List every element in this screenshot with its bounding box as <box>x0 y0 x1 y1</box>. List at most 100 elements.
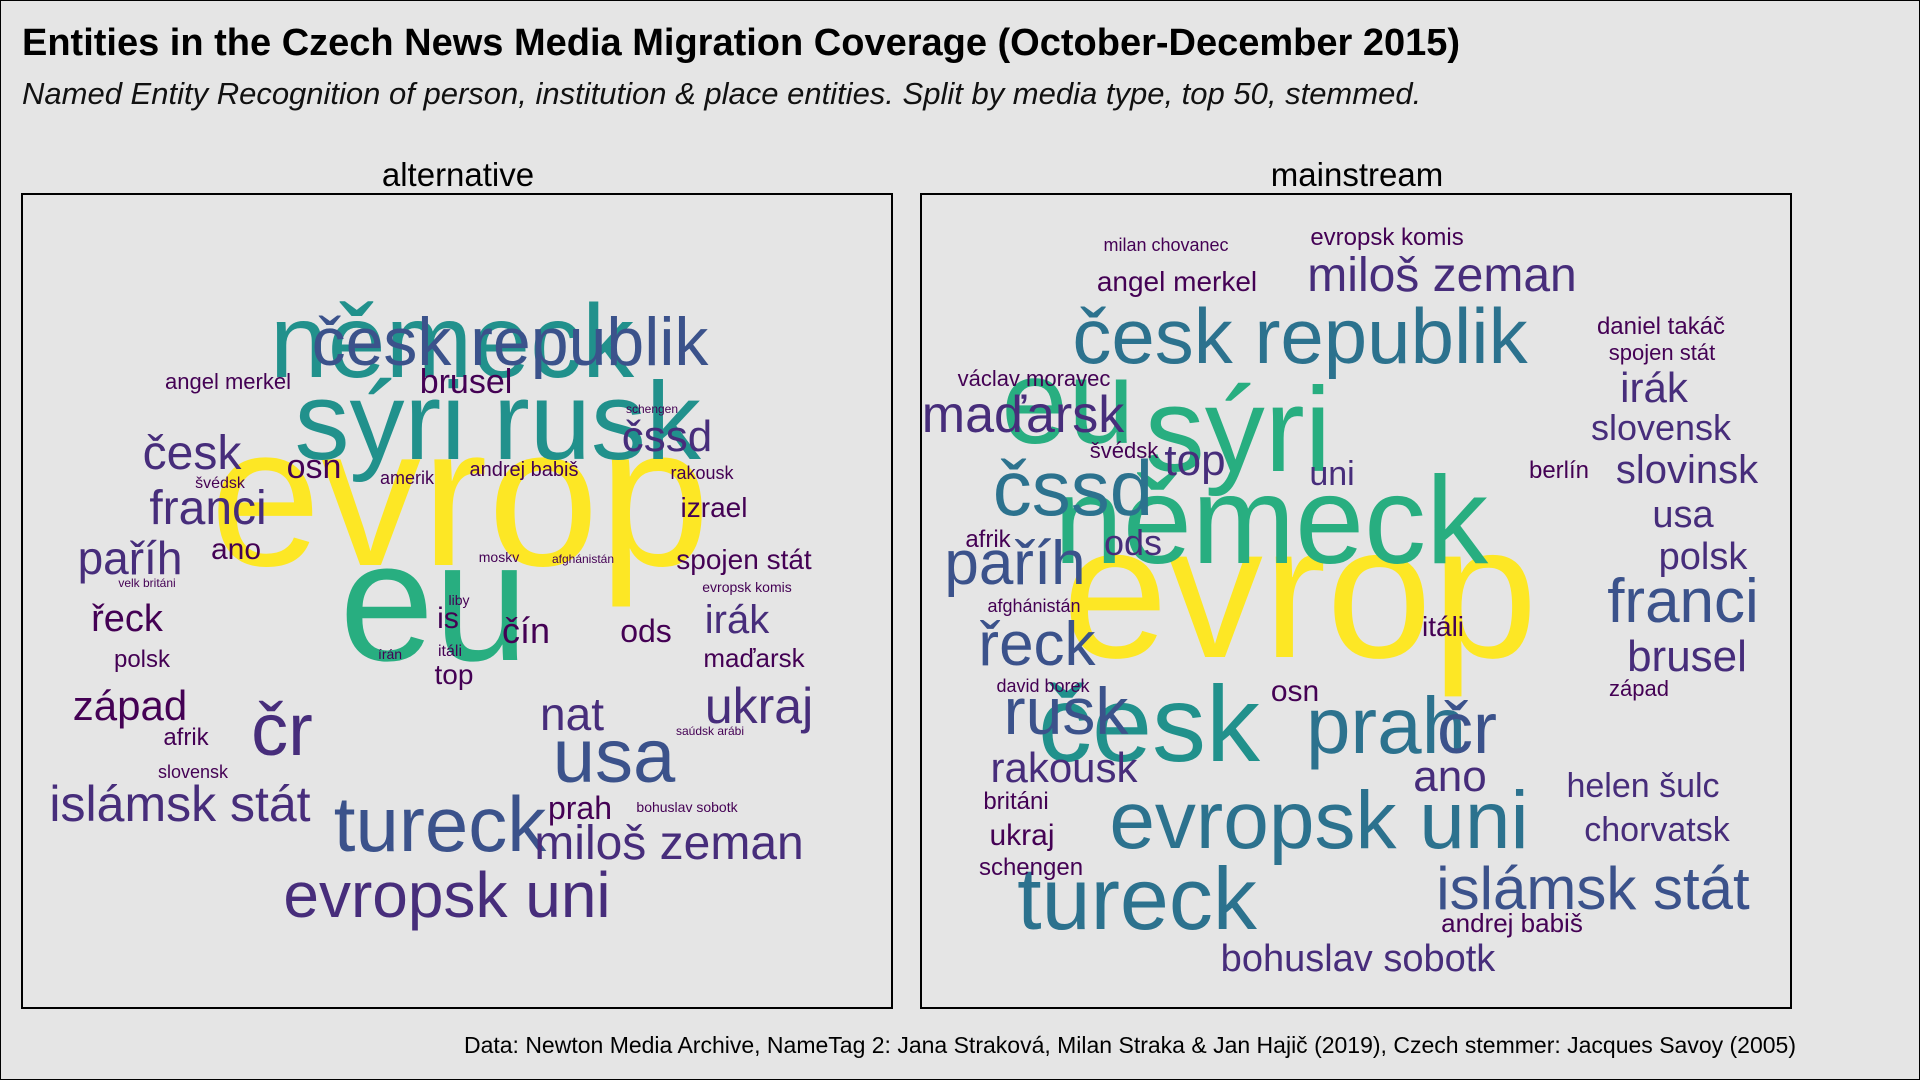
wordcloud-word: amerik <box>379 468 435 488</box>
wordcloud-word: chorvatsk <box>1584 811 1730 849</box>
wordcloud-word: paříh <box>77 532 183 584</box>
wordcloud-word: německ <box>269 284 635 400</box>
wordcloud-word: nat <box>540 688 604 740</box>
wordcloud-word: eu <box>339 507 529 697</box>
wordcloud-word: slovensk <box>1590 407 1732 448</box>
wordcloud-word: moskv <box>478 549 520 565</box>
wordcloud-word: angel merkel <box>1096 266 1258 297</box>
wordcloud-word: polsk <box>113 646 171 673</box>
facet-label-mainstream: mainstream <box>1270 156 1444 193</box>
wordcloud-word: václav moravec <box>957 366 1111 391</box>
wordcloud-word: irák <box>704 598 770 642</box>
wordcloud-word: franci <box>149 482 267 535</box>
wordcloud-word: evrop <box>209 385 711 608</box>
wordcloud-word: velk británi <box>118 576 176 590</box>
wordcloud-word: spojen stát <box>676 544 812 575</box>
wordcloud-word: andrej babiš <box>469 459 579 481</box>
wordcloud-word: čssd <box>992 444 1154 532</box>
wordcloud-word: izrael <box>680 492 748 523</box>
wordcloud-word: sýri <box>294 360 466 483</box>
wordcloud-word: česk <box>142 427 242 480</box>
wordcloud-word: evropsk komis <box>702 579 792 595</box>
wordcloud-word: liby <box>448 592 470 608</box>
chart-title: Entities in the Czech News Media Migrati… <box>22 22 1461 64</box>
wordcloud-word: ukraj <box>989 819 1055 852</box>
wordcloud-word: ods <box>620 613 672 649</box>
wordcloud-word: andrej babiš <box>1441 908 1583 938</box>
wordcloud-word: ods <box>1103 522 1163 563</box>
wordcloud-word: ano <box>210 533 262 566</box>
wordcloud-word: afghánistán <box>551 552 615 566</box>
wordcloud-word: bohuslav sobotk <box>1220 938 1496 980</box>
wordcloud-word: čssd <box>621 412 713 461</box>
wordcloud-word: švédsk <box>195 475 245 492</box>
wordcloud-word: prah <box>1305 681 1467 770</box>
wordcloud-word: írán <box>377 646 403 662</box>
wordcloud-word: tureck <box>1017 849 1257 948</box>
wordcloud-word: čín <box>501 610 551 651</box>
wordcloud-panel-mainstream: evrop eu sýri německ česk evropsk uni tureck če… <box>920 193 1792 1009</box>
wordcloud-word: irák <box>1620 364 1688 411</box>
wordcloud-word: tureck <box>333 780 547 868</box>
wordcloud-word: miloš zeman <box>534 817 804 870</box>
wordcloud-word: rakousk <box>990 744 1138 791</box>
wordcloud-word: rakousk <box>670 463 734 483</box>
wordcloud-word: helen šulc <box>1566 767 1720 805</box>
wordcloud-word: ukraj <box>704 678 814 734</box>
wordcloud-word: evrop <box>1062 486 1538 698</box>
wordcloud-word: afrik <box>163 724 209 751</box>
chart-caption: Data: Newton Media Archive, NameTag 2: J… <box>463 1032 1796 1058</box>
wordcloud-word: prah <box>547 790 613 826</box>
wordcloud-word: británi <box>983 788 1049 815</box>
wordcloud-word: maďarsk <box>921 386 1125 444</box>
wordcloud-word: evropsk uni <box>283 859 611 931</box>
wordcloud-word: česk <box>1037 663 1261 784</box>
wordcloud-word: slovensk <box>157 762 229 782</box>
wordcloud-word: islámsk stát <box>49 776 311 832</box>
wordcloud-word: bohuslav sobotk <box>636 799 738 815</box>
wordcloud-word: evropsk komis <box>1310 224 1464 251</box>
wordcloud-word: eu <box>1001 335 1135 469</box>
wordcloud-word: česk republik <box>311 304 709 380</box>
chart-subtitle: Named Entity Recognition of person, inst… <box>22 76 1422 111</box>
wordcloud-word: usa <box>1652 494 1714 536</box>
wordcloud-word: brusel <box>1627 632 1747 681</box>
wordcloud-word: švédsk <box>1089 438 1159 463</box>
wordcloud-word: řeck <box>91 598 163 640</box>
wordcloud-word: top <box>1164 436 1226 485</box>
wordcloud-word: miloš zeman <box>1307 249 1577 302</box>
wordcloud-word: evropsk uni <box>1109 775 1529 866</box>
wordcloud-word: osn <box>286 448 342 486</box>
wordcloud-word: rusk <box>1003 674 1129 748</box>
wordcloud-word: čr <box>251 688 313 771</box>
wordcloud-word: itáli <box>1421 611 1465 642</box>
wordcloud-word: angel merkel <box>165 369 291 394</box>
wordcloud-word: západ <box>1609 676 1669 701</box>
wordcloud-word: ano <box>1413 752 1487 801</box>
wordcloud-word: česk republik <box>1072 292 1528 380</box>
wordcloud-word: franci <box>1607 567 1759 636</box>
wordcloud-word: brusel <box>419 363 513 401</box>
wordcloud-word: afghánistán <box>987 596 1081 616</box>
wordcloud-word: sýri <box>1144 363 1332 497</box>
wordcloud-word: top <box>434 659 474 690</box>
wordcloud-word: paříh <box>944 529 1086 598</box>
wordcloud-word: rusk <box>493 360 701 483</box>
wordcloud-word: usa <box>552 714 676 799</box>
wordcloud-word: itáli <box>437 643 463 660</box>
wordcloud-word: západ <box>72 682 188 729</box>
wordcloud-word: schengen <box>978 854 1084 881</box>
wordcloud-word: polsk <box>1658 536 1748 578</box>
wordcloud-word: milan chovanec <box>1103 235 1229 255</box>
wordcloud-word: saúdsk arábi <box>675 724 745 738</box>
wordcloud-word: uni <box>1309 455 1355 493</box>
wordcloud-word: schengen <box>625 402 679 416</box>
wordcloud-word: osn <box>1270 675 1320 708</box>
wordcloud-word: slovinsk <box>1615 448 1759 492</box>
wordcloud-word: řeck <box>978 610 1096 679</box>
wordcloud-word: německ <box>1053 452 1489 590</box>
wordcloud-word: čr <box>1437 689 1497 769</box>
wordcloud-word: berlín <box>1528 457 1590 484</box>
wordcloud-word: david borek <box>996 676 1090 696</box>
facet-label-alternative: alternative <box>381 156 535 193</box>
